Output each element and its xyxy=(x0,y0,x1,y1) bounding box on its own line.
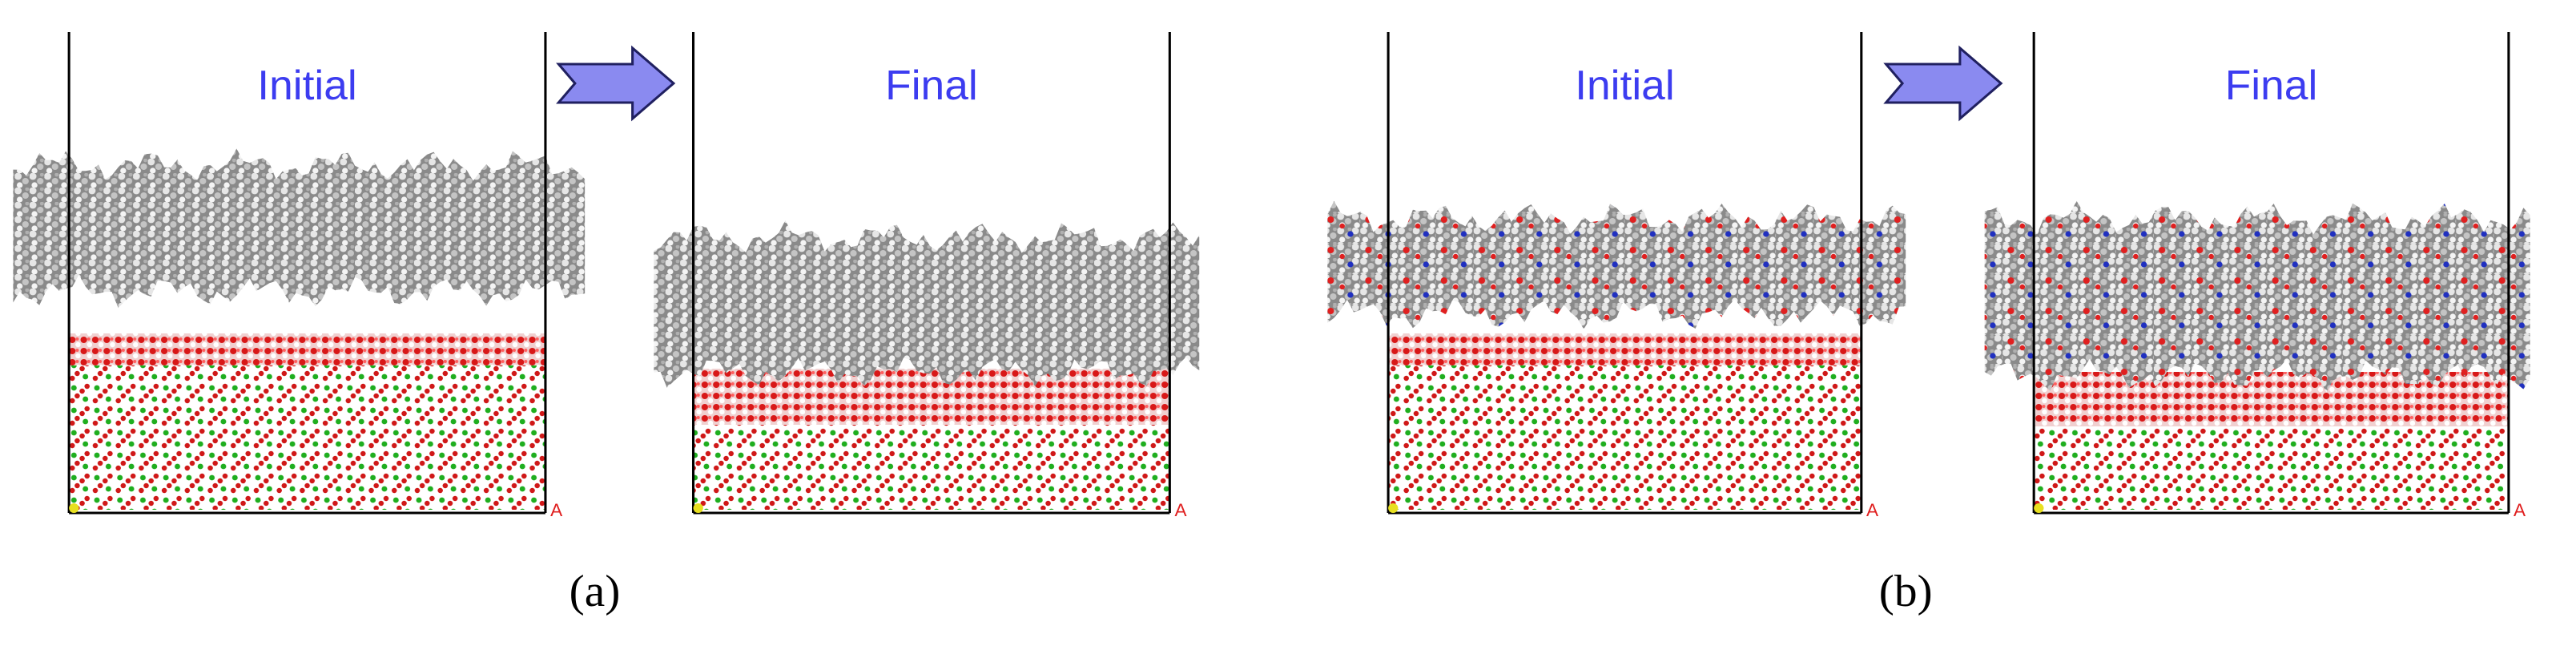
caption: (a) xyxy=(570,567,621,616)
origin-marker xyxy=(2034,503,2044,513)
crystal-slab xyxy=(2034,426,2509,510)
polymer-layer xyxy=(13,148,586,309)
md-snapshot: A Initial xyxy=(1327,32,1906,520)
crystal-slab xyxy=(1388,365,1862,510)
oxide-layer xyxy=(1388,333,1862,365)
polymer-layer xyxy=(1984,200,2530,393)
origin-marker xyxy=(69,503,79,513)
axis-label: A xyxy=(550,500,562,520)
crystal-slab xyxy=(693,425,1170,510)
axis-label: A xyxy=(2514,500,2526,520)
panel-title: Initial xyxy=(257,63,356,109)
origin-marker xyxy=(693,503,703,513)
crystal-slab xyxy=(69,365,545,510)
axis-label: A xyxy=(1866,500,1878,520)
axis-label: A xyxy=(1174,500,1186,520)
panel-title: Final xyxy=(2225,63,2318,109)
oxide-layer xyxy=(69,333,545,365)
md-snapshot: A Final xyxy=(654,32,1200,520)
oxide-layer xyxy=(693,369,1170,425)
arrow xyxy=(1883,45,2003,122)
md-snapshot: A Initial xyxy=(13,32,586,520)
caption: (b) xyxy=(1879,567,1933,616)
polymer-layer xyxy=(654,220,1200,388)
polymer-layer xyxy=(1327,200,1906,329)
md-snapshot: A Final xyxy=(1984,32,2530,520)
arrow xyxy=(556,45,676,122)
panel-title: Final xyxy=(885,63,978,109)
panel-title: Initial xyxy=(1575,63,1674,109)
origin-marker xyxy=(1388,503,1399,513)
